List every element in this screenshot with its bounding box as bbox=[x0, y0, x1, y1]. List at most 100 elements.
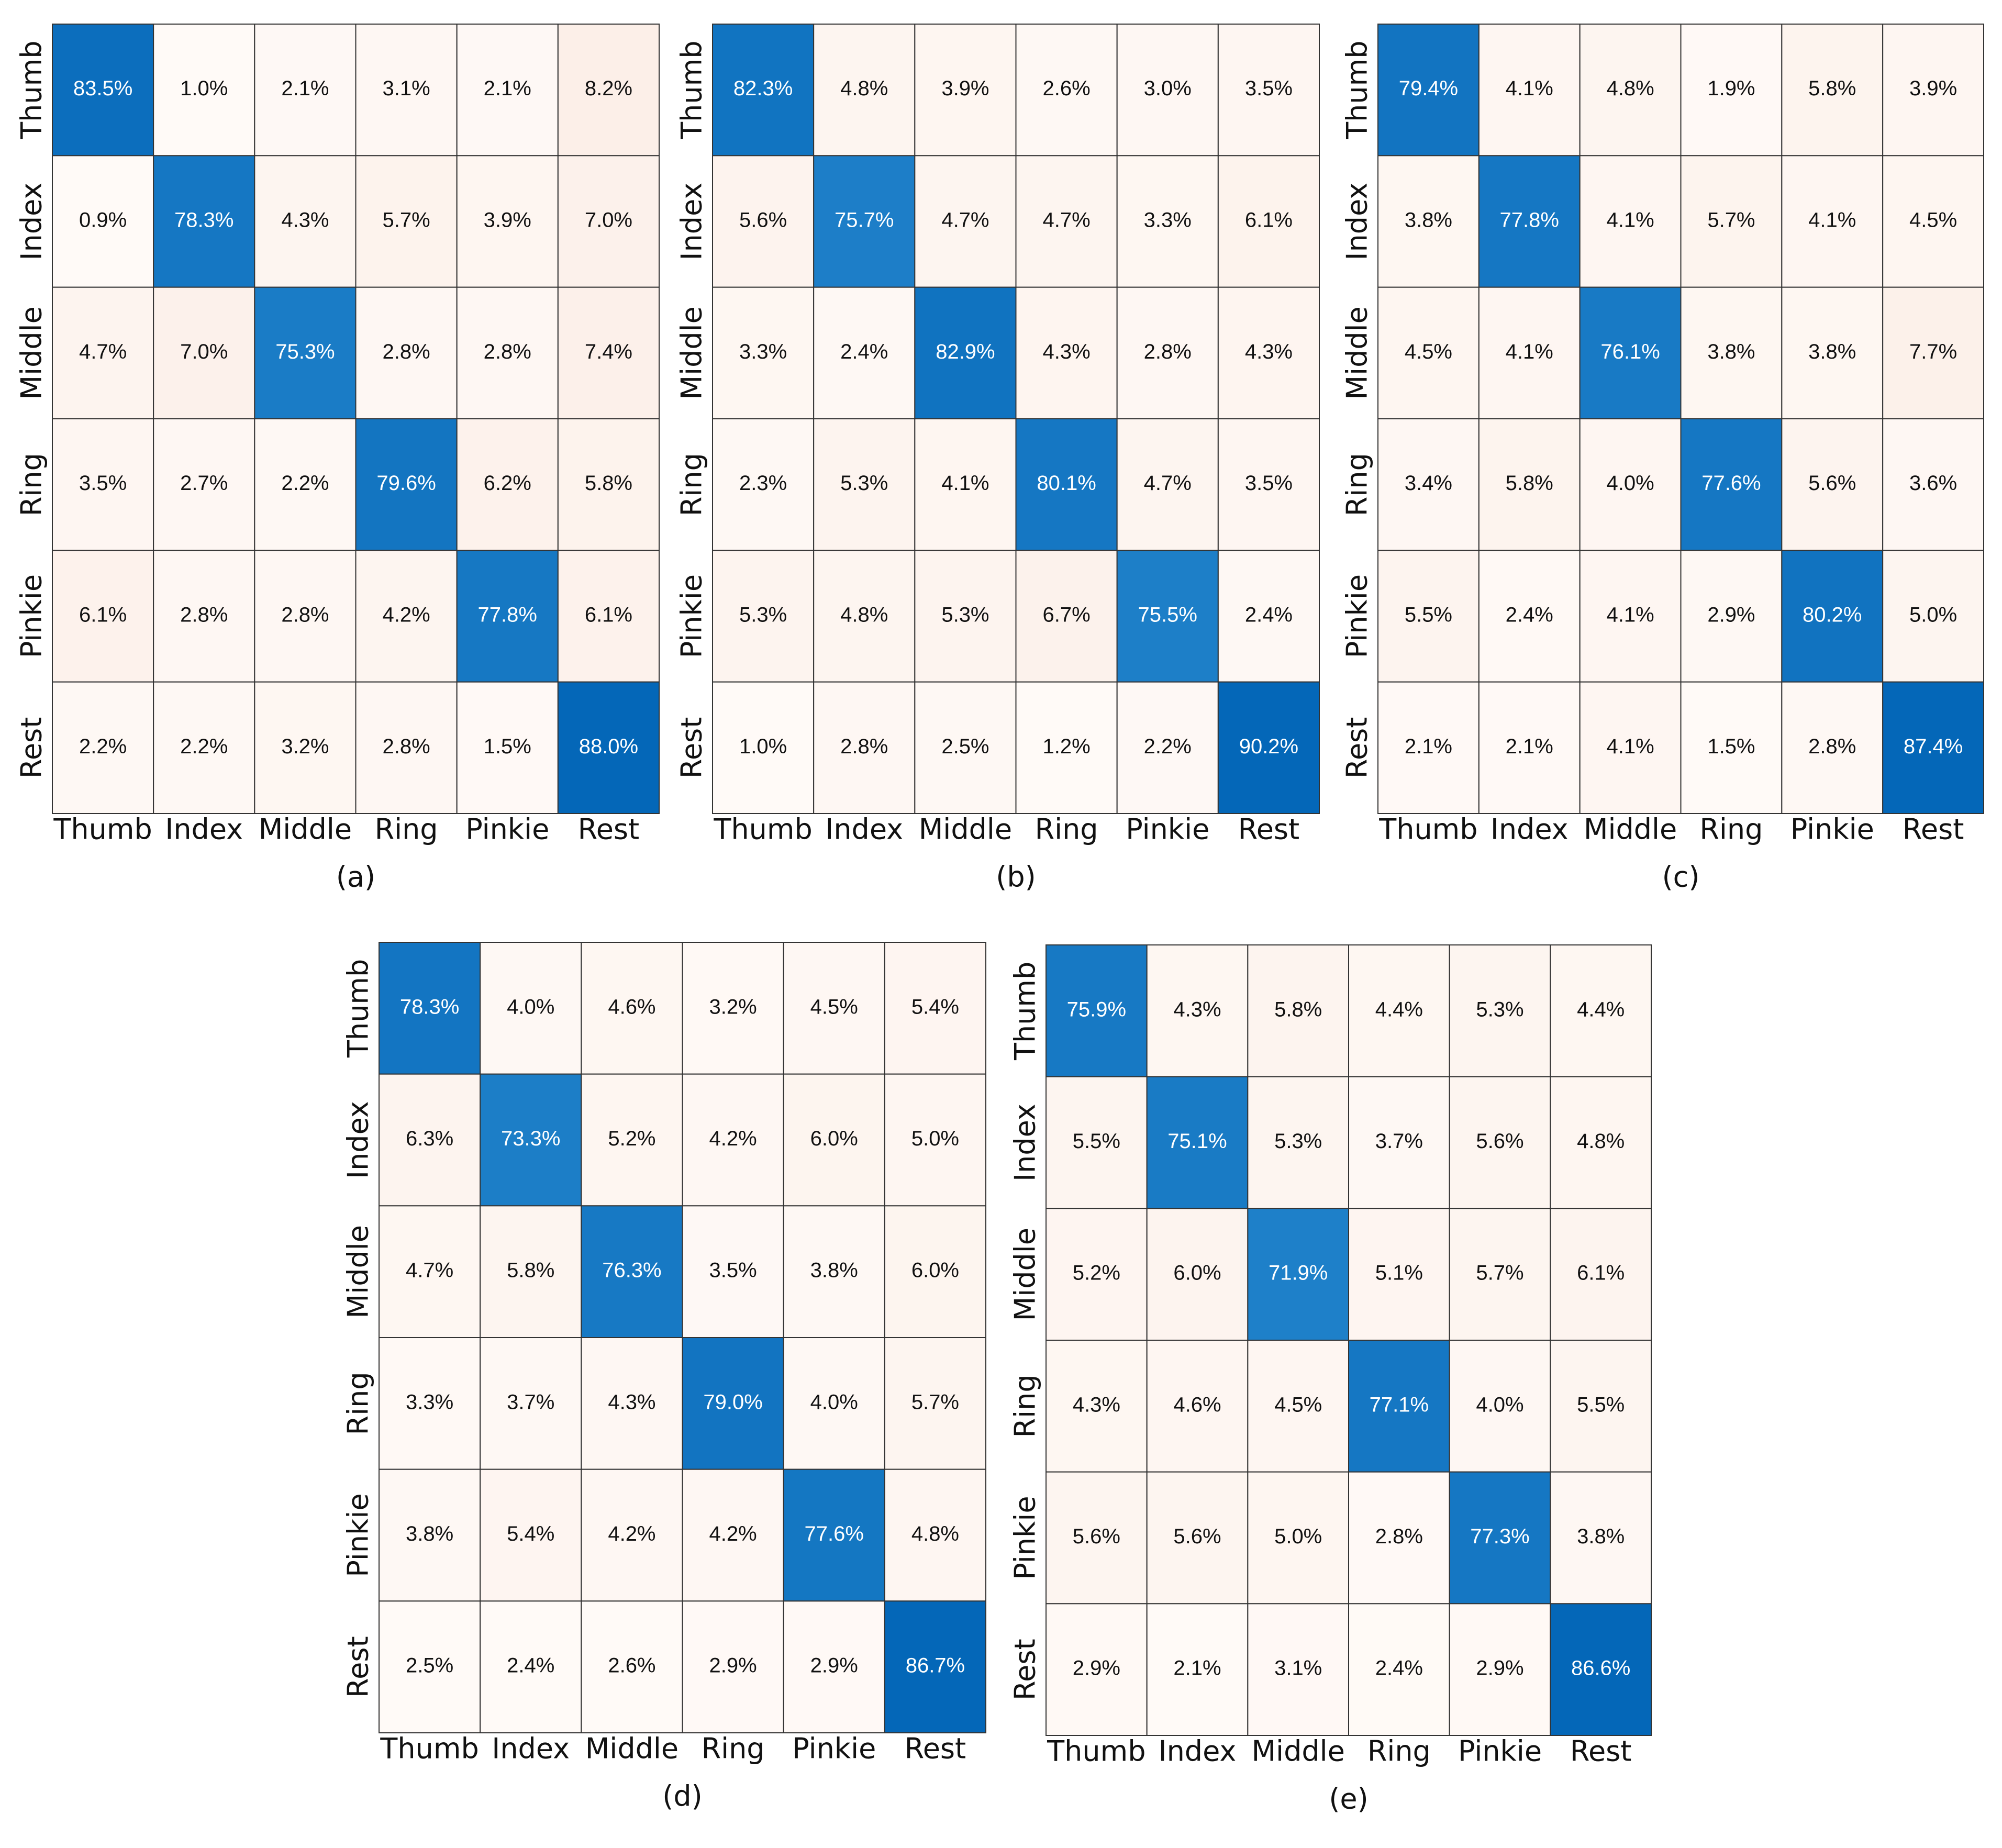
cell-label: 2.4% bbox=[1375, 1657, 1423, 1680]
heatmap-cell bbox=[456, 418, 559, 551]
cell-label: 4.7% bbox=[1144, 472, 1192, 495]
heatmap-cell bbox=[1146, 944, 1249, 1077]
x-tick-label: Ring bbox=[702, 1732, 765, 1765]
cell-label: 4.0% bbox=[507, 995, 554, 1018]
y-tick-label: Middle bbox=[1009, 1228, 1042, 1321]
x-tick-label: Pinkie bbox=[1126, 813, 1209, 846]
panel-caption: (a) bbox=[336, 861, 375, 894]
cell-label: 75.3% bbox=[275, 340, 335, 363]
heatmap-cell bbox=[1217, 286, 1320, 420]
x-tick-label: Rest bbox=[1903, 813, 1964, 846]
cell-label: 3.9% bbox=[1909, 77, 1957, 100]
cell-label: 1.2% bbox=[1042, 735, 1090, 758]
cell-label: 6.1% bbox=[1577, 1262, 1625, 1285]
cell-label: 3.5% bbox=[1245, 77, 1293, 100]
heatmap-cell bbox=[1550, 1076, 1652, 1209]
heatmap-cell bbox=[1247, 1208, 1349, 1341]
heatmap-cell bbox=[52, 681, 154, 814]
cell-label: 2.6% bbox=[608, 1654, 655, 1677]
y-tick-label: Thumb bbox=[1341, 41, 1374, 140]
x-tick-label: Thumb bbox=[713, 813, 812, 846]
cell-label: 4.2% bbox=[709, 1522, 757, 1545]
heatmap-cell bbox=[153, 155, 255, 288]
heatmap-cell bbox=[480, 1468, 582, 1602]
heatmap-panel: 78.3% 4.0% 4.6% 3.2% 4.5% 5.4% 6.3% 73.3% 5.2% 4.… bbox=[342, 942, 987, 1813]
cell-label: 4.2% bbox=[608, 1522, 655, 1545]
heatmap-cell bbox=[1247, 944, 1349, 1077]
heatmap-cell bbox=[1348, 1208, 1450, 1341]
cell-label: 4.5% bbox=[1405, 340, 1452, 363]
y-tick-label: Middle bbox=[15, 306, 48, 399]
heatmap-cell bbox=[1550, 1208, 1652, 1341]
x-tick-label: Index bbox=[825, 813, 903, 846]
heatmap-cell bbox=[1046, 944, 1148, 1077]
cell-label: 2.3% bbox=[739, 472, 787, 495]
cell-label: 6.7% bbox=[1042, 604, 1090, 627]
cell-label: 75.7% bbox=[835, 209, 894, 232]
cell-label: 4.1% bbox=[1808, 209, 1856, 232]
cell-label: 4.3% bbox=[1245, 340, 1293, 363]
heatmap-cell bbox=[1377, 418, 1480, 551]
heatmap-cell bbox=[1478, 24, 1581, 157]
cell-label: 3.8% bbox=[810, 1259, 858, 1282]
cell-label: 7.4% bbox=[585, 340, 632, 363]
x-tick-label: Rest bbox=[1570, 1735, 1632, 1768]
cell-label: 5.6% bbox=[1073, 1525, 1120, 1548]
cell-label: 4.7% bbox=[79, 340, 127, 363]
heatmap-cell bbox=[1348, 1471, 1450, 1605]
heatmap-cell bbox=[1781, 681, 1884, 814]
cell-label: 75.5% bbox=[1138, 604, 1197, 627]
heatmap-cell bbox=[1348, 944, 1450, 1077]
cell-label: 2.1% bbox=[1173, 1657, 1221, 1680]
heatmap-cell bbox=[1348, 1340, 1450, 1473]
cell-label: 86.6% bbox=[1571, 1657, 1630, 1680]
heatmap-cell bbox=[1015, 550, 1118, 683]
cell-label: 4.2% bbox=[382, 604, 430, 627]
cell-label: 5.3% bbox=[1274, 1130, 1322, 1153]
cell-label: 5.8% bbox=[585, 472, 632, 495]
cell-label: 5.8% bbox=[1274, 998, 1322, 1021]
heatmap-cell bbox=[1449, 1076, 1551, 1209]
heatmap-cell bbox=[712, 155, 815, 288]
heatmap-cell bbox=[1478, 681, 1581, 814]
heatmap-cell bbox=[1478, 286, 1581, 420]
cell-label: 1.5% bbox=[484, 735, 531, 758]
cell-label: 2.5% bbox=[406, 1654, 453, 1677]
cell-label: 2.1% bbox=[1506, 735, 1553, 758]
heatmap-cell bbox=[1680, 286, 1783, 420]
cell-label: 5.4% bbox=[911, 995, 959, 1018]
heatmap-cell bbox=[456, 24, 559, 157]
heatmap-cell bbox=[1348, 1603, 1450, 1736]
cell-label: 3.9% bbox=[941, 77, 989, 100]
heatmap-cell bbox=[1377, 155, 1480, 288]
cell-label: 3.8% bbox=[406, 1522, 453, 1545]
heatmap-cell bbox=[1449, 1471, 1551, 1605]
heatmap-panel: 75.9% 4.3% 5.8% 4.4% 5.3% 4.4% 5.5% 75.1% 5.3% 3.… bbox=[1009, 944, 1652, 1816]
heatmap-cell bbox=[884, 942, 987, 1075]
cell-label: 2.2% bbox=[180, 735, 228, 758]
heatmap-cell bbox=[1550, 1340, 1652, 1473]
heatmap-cell bbox=[1046, 1208, 1148, 1341]
heatmap-cell bbox=[557, 550, 660, 683]
heatmap-cell bbox=[712, 286, 815, 420]
cell-label: 4.8% bbox=[840, 77, 888, 100]
x-tick-label: Ring bbox=[1699, 813, 1763, 846]
cell-label: 1.0% bbox=[180, 77, 228, 100]
heatmap-cell bbox=[557, 24, 660, 157]
cell-label: 5.6% bbox=[1808, 472, 1856, 495]
cell-label: 2.9% bbox=[1707, 604, 1755, 627]
heatmap-cell bbox=[1781, 418, 1884, 551]
y-tick-label: Rest bbox=[342, 1636, 375, 1698]
heatmap-cell bbox=[480, 1205, 582, 1338]
cell-label: 76.1% bbox=[1600, 340, 1660, 363]
panel-caption: (b) bbox=[996, 861, 1036, 894]
cell-label: 3.5% bbox=[709, 1259, 757, 1282]
cell-label: 3.3% bbox=[739, 340, 787, 363]
y-tick-label: Index bbox=[15, 183, 48, 261]
cell-label: 5.7% bbox=[1707, 209, 1755, 232]
heatmap-cell bbox=[1579, 286, 1682, 420]
cell-label: 6.0% bbox=[911, 1259, 959, 1282]
heatmap-cell bbox=[813, 681, 916, 814]
heatmap-cell bbox=[1377, 286, 1480, 420]
cell-label: 5.4% bbox=[507, 1522, 554, 1545]
